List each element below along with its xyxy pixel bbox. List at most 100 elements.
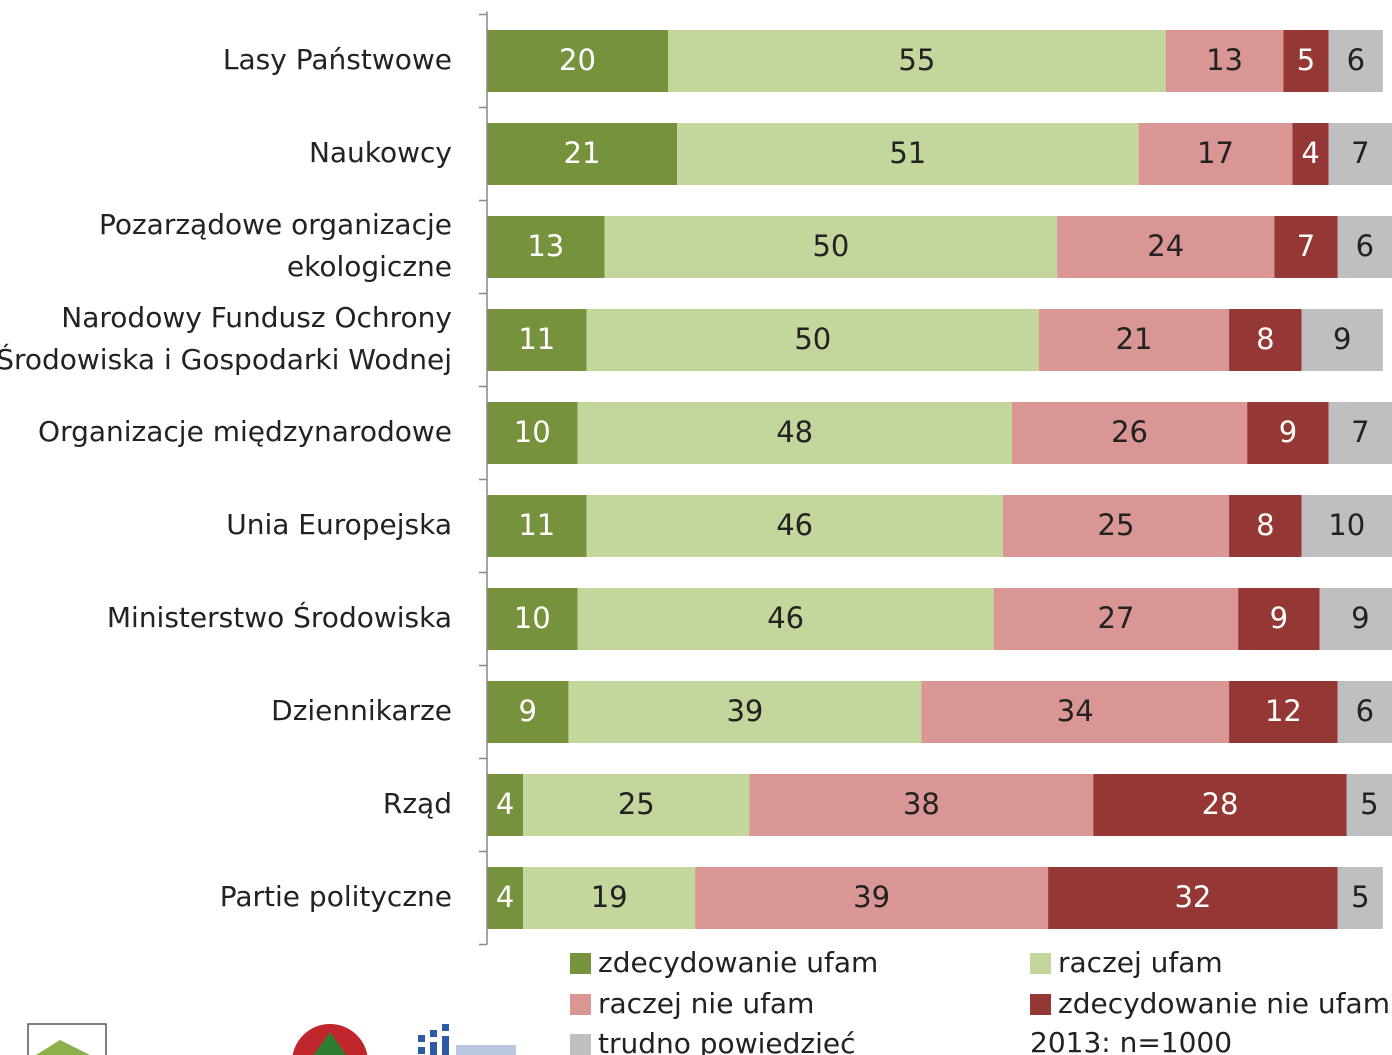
bar-segment [921, 681, 1230, 743]
bar-segment [1328, 30, 1383, 92]
category-label: Naukowcy [309, 136, 452, 169]
logo-frame [27, 1023, 107, 1055]
value-label: 27 [1098, 601, 1135, 635]
bar-segment [487, 588, 578, 650]
value-label: 11 [518, 322, 555, 356]
bar-segment [1093, 774, 1347, 836]
bar-segment [1328, 123, 1392, 185]
value-label: 21 [564, 136, 601, 170]
value-label: 25 [618, 787, 655, 821]
bar-segment [1301, 495, 1392, 557]
value-label: 39 [853, 880, 890, 914]
bar-segment [1283, 30, 1329, 92]
value-label: 39 [726, 694, 763, 728]
bar-segment [1346, 774, 1392, 836]
bar-segment [1274, 216, 1338, 278]
value-label: 7 [1297, 229, 1315, 263]
value-label: 8 [1256, 322, 1274, 356]
value-label: 9 [1270, 601, 1288, 635]
bar-segment [487, 495, 587, 557]
bar-segment [487, 309, 587, 371]
category-label: Organizacje międzynarodowe [38, 415, 452, 448]
value-label: 4 [496, 880, 514, 914]
legend-swatch [570, 994, 591, 1015]
bar-segment [1138, 123, 1293, 185]
value-label: 7 [1351, 415, 1369, 449]
category-label: Dziennikarze [271, 694, 452, 727]
value-label: 13 [1206, 43, 1243, 77]
value-label: 4 [1301, 136, 1319, 170]
value-label: 46 [767, 601, 804, 635]
logo-shape [36, 1040, 90, 1055]
legend-label: trudno powiedzieć [598, 1027, 855, 1055]
value-label: 9 [518, 694, 536, 728]
bar-segment [1165, 30, 1284, 92]
bar-segment [577, 402, 1012, 464]
legend-swatch [1030, 953, 1051, 974]
value-label: 11 [518, 508, 555, 542]
legend-label: zdecydowanie ufam [598, 946, 878, 979]
value-label: 24 [1147, 229, 1184, 263]
value-label: 50 [812, 229, 849, 263]
bar-segment [586, 309, 1040, 371]
bar-segment [749, 774, 1094, 836]
value-label: 9 [1279, 415, 1297, 449]
value-label: 46 [776, 508, 813, 542]
value-label: 7 [1351, 136, 1369, 170]
value-label: 10 [514, 415, 551, 449]
bar-segment [668, 30, 1166, 92]
value-label: 19 [591, 880, 628, 914]
bar-segment [487, 123, 678, 185]
bar-segment [1238, 588, 1320, 650]
bar-segment [993, 588, 1239, 650]
logo-tree [313, 1032, 347, 1055]
bar-segment [1319, 588, 1392, 650]
category-label: Ministerstwo Środowiska [107, 600, 452, 634]
value-label: 4 [496, 787, 514, 821]
category-label: Narodowy Fundusz Ochrony [61, 301, 452, 334]
value-label: 51 [889, 136, 926, 170]
value-label: 6 [1356, 694, 1374, 728]
value-label: 8 [1256, 508, 1274, 542]
bar-segment [604, 216, 1058, 278]
value-label: 5 [1360, 787, 1378, 821]
bar-segment [1002, 495, 1230, 557]
value-label: 55 [898, 43, 935, 77]
category-label: Środowiska i Gospodarki Wodnej [0, 342, 452, 376]
bar-segment [487, 30, 668, 92]
bar-segment [568, 681, 922, 743]
category-label: Partie polityczne [220, 880, 452, 913]
bar-segment [1039, 309, 1230, 371]
category-label: Pozarządowe organizacje [99, 208, 452, 241]
bar-segment [487, 402, 578, 464]
legend-swatch [570, 1034, 591, 1055]
bar-segment [1301, 309, 1383, 371]
value-label: 34 [1057, 694, 1094, 728]
value-label: 28 [1202, 787, 1239, 821]
value-label: 10 [514, 601, 551, 635]
value-label: 6 [1356, 229, 1374, 263]
legend-label: raczej ufam [1058, 946, 1223, 979]
value-label: 32 [1174, 880, 1211, 914]
legend-label: raczej nie ufam [598, 987, 814, 1020]
bar-segment [487, 681, 569, 743]
value-label: 9 [1351, 601, 1369, 635]
category-label: Unia Europejska [226, 508, 452, 541]
bar-segment [487, 216, 605, 278]
value-label: 10 [1328, 508, 1365, 542]
bar-segment [523, 774, 750, 836]
value-label: 38 [903, 787, 940, 821]
legend-swatch [570, 953, 591, 974]
bar-segment [695, 867, 1049, 929]
bar-segment [586, 495, 1003, 557]
bar-segment [1048, 867, 1338, 929]
bar-segment [1229, 495, 1302, 557]
legend-label: zdecydowanie nie ufam [1058, 987, 1390, 1020]
bar-segment [1292, 123, 1329, 185]
value-label: 20 [559, 43, 596, 77]
bar-segment [1229, 309, 1302, 371]
note: 2013: n=1000 [1030, 1026, 1232, 1055]
bar-segment [1057, 216, 1275, 278]
value-label: 26 [1111, 415, 1148, 449]
